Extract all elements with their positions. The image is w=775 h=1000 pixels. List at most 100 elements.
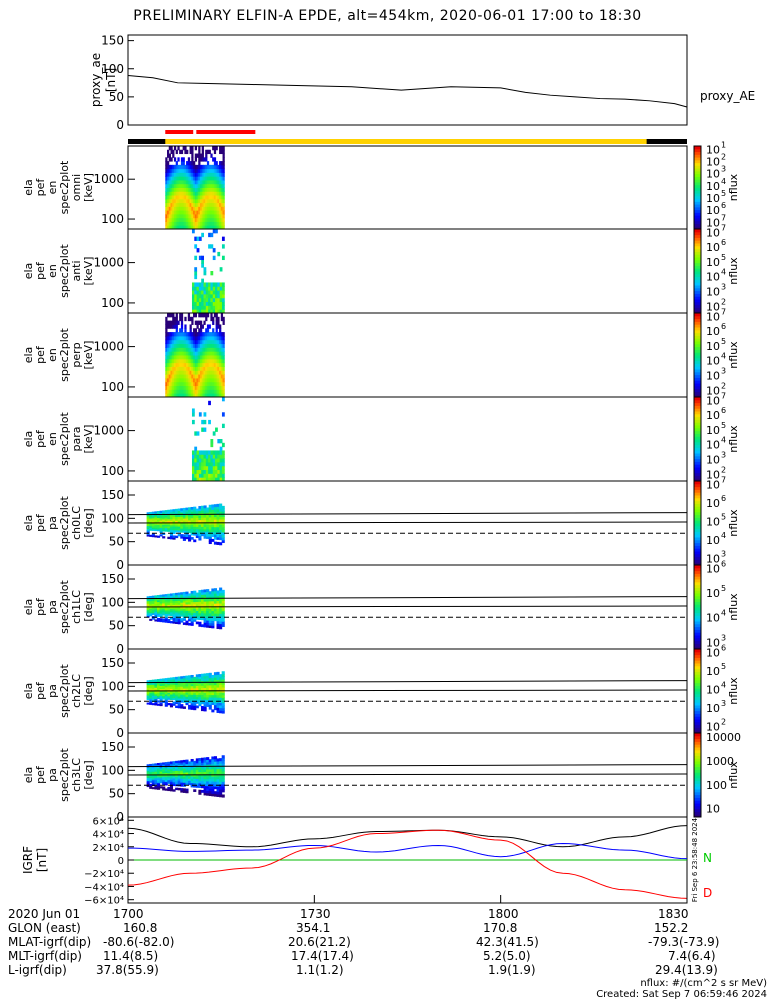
spectrogram-cell xyxy=(205,282,209,287)
ytick-label: 100 xyxy=(101,595,124,609)
spectrogram-cell xyxy=(186,164,189,170)
spectrogram-cell xyxy=(186,168,189,173)
spectrogram-cell xyxy=(203,297,207,303)
spectrogram-cell xyxy=(146,780,150,783)
spectrogram-cell xyxy=(195,592,199,596)
spectrogram-cell xyxy=(191,450,195,455)
spectrogram-cell xyxy=(194,217,198,222)
spectrogram-cell xyxy=(185,763,189,767)
colorbar-tick-exp: 4 xyxy=(721,531,726,540)
spectrogram-cell xyxy=(219,511,223,515)
spectrogram-cell xyxy=(194,328,198,333)
spectrogram-cell xyxy=(213,339,217,345)
spectrogram-cell xyxy=(220,176,224,181)
spectrogram-cell xyxy=(208,335,211,341)
spectrogram-cell xyxy=(206,517,210,520)
spectrogram-cell xyxy=(182,518,186,521)
colorbar-tick-exp: 2 xyxy=(721,381,726,390)
spectrogram-cell xyxy=(156,679,161,682)
spectrogram-cell xyxy=(206,792,210,796)
spectrogram-cell xyxy=(159,594,163,597)
spectrogram-cell xyxy=(173,168,177,173)
spectrogram-cell xyxy=(219,516,223,520)
spectrogram-cell xyxy=(182,598,186,601)
spectrogram-cell xyxy=(162,685,166,688)
spectrogram-cell xyxy=(182,370,185,375)
colorbar-tick: 10 xyxy=(706,646,720,659)
spectrogram-cell xyxy=(172,763,176,766)
spectrogram-cell xyxy=(219,305,223,310)
spectrogram-cell xyxy=(177,355,180,360)
spectrogram-cell xyxy=(203,692,207,696)
colorbar-segment xyxy=(694,416,701,420)
spectrogram-cell xyxy=(201,469,205,474)
spectrogram-cell xyxy=(195,517,199,521)
spectrogram-cell xyxy=(156,598,161,601)
spectrogram-cell xyxy=(208,297,211,303)
spectrogram-cell xyxy=(206,366,210,371)
spectrogram-cell xyxy=(205,385,208,390)
spectrogram-cell xyxy=(170,221,173,226)
spectrogram-cell xyxy=(172,606,176,609)
spectrogram-cell xyxy=(190,761,194,764)
spectrogram-cell xyxy=(221,778,225,782)
colorbar-segment xyxy=(694,677,701,681)
spectrogram-cell xyxy=(193,202,196,207)
spectrogram-cell xyxy=(172,789,176,792)
spectrogram-cell xyxy=(219,351,222,356)
colorbar-segment xyxy=(694,576,701,580)
spectrogram-cell xyxy=(212,297,216,303)
spectrogram-cell xyxy=(169,531,174,534)
spectrogram-cell xyxy=(203,458,207,463)
spectrogram-cell xyxy=(186,362,189,367)
spectrogram-cell xyxy=(186,370,189,375)
spectrogram-cell xyxy=(167,520,171,523)
spectrogram-cell xyxy=(182,161,185,166)
spectrogram-cell xyxy=(156,619,161,622)
spectrogram-cell xyxy=(208,191,211,196)
spectrogram-cell xyxy=(159,683,163,686)
spectrogram-cell xyxy=(184,362,187,367)
spectrogram-cell xyxy=(149,773,153,776)
spectrogram-cell xyxy=(185,692,189,695)
spectrogram-cell xyxy=(186,176,189,181)
spectrogram-cell xyxy=(198,206,201,211)
ninety-deg-line xyxy=(127,605,688,608)
colorbar-segment xyxy=(694,506,701,510)
spectrogram-cell xyxy=(210,377,213,383)
spectrogram-cell xyxy=(219,332,222,337)
spectrogram-cell xyxy=(193,616,197,620)
spectrogram-cell xyxy=(169,514,174,518)
spectrogram-cell xyxy=(215,324,218,329)
spectrogram-cell xyxy=(203,282,207,287)
spectrogram-cell xyxy=(179,213,182,219)
spectrogram-cell xyxy=(222,149,225,155)
spectrogram-cell xyxy=(167,611,171,615)
spectrogram-cell xyxy=(205,335,208,341)
spectrogram-cell xyxy=(154,690,158,693)
colorbar-segment xyxy=(694,257,701,261)
spectrogram-cell xyxy=(213,791,218,795)
spectrogram-cell xyxy=(203,608,207,612)
spectrogram-cell xyxy=(162,762,166,765)
spectrogram-cell xyxy=(170,366,173,371)
spectrogram-cell xyxy=(219,702,223,706)
spectrogram-cell xyxy=(159,772,163,775)
ytick-label: 1000 xyxy=(93,172,124,186)
spectrogram-cell xyxy=(162,783,166,786)
spectrogram-cell xyxy=(146,530,150,533)
spectrogram-cell xyxy=(167,770,171,774)
spectrogram-cell xyxy=(211,509,215,513)
spectrogram-cell xyxy=(211,590,215,594)
spectrogram-cell xyxy=(194,293,198,299)
spectrogram-cell xyxy=(180,682,184,685)
spectrogram-cell xyxy=(221,301,225,306)
spectrogram-cell xyxy=(182,511,186,515)
spectrogram-cell xyxy=(200,528,205,532)
spectrogram-cell xyxy=(219,534,223,538)
spectrogram-cell xyxy=(177,696,181,699)
colorbar-segment xyxy=(694,663,701,667)
spectrogram-cell xyxy=(164,788,168,791)
spectrogram-cell xyxy=(151,519,155,522)
spectrogram-cell xyxy=(203,293,207,299)
